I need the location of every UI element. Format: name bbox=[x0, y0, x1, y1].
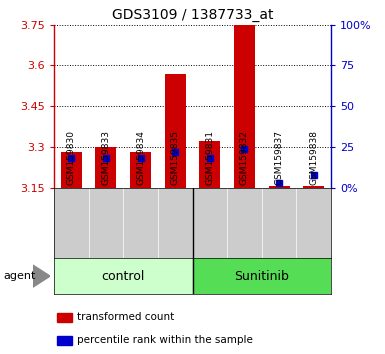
Bar bbox=[54, 258, 192, 294]
Title: GDS3109 / 1387733_at: GDS3109 / 1387733_at bbox=[112, 8, 273, 22]
Polygon shape bbox=[33, 265, 50, 287]
Bar bbox=[269, 186, 290, 188]
Bar bbox=[95, 147, 116, 188]
Bar bbox=[130, 152, 151, 188]
Text: percentile rank within the sample: percentile rank within the sample bbox=[77, 335, 253, 345]
Text: transformed count: transformed count bbox=[77, 312, 175, 322]
Text: control: control bbox=[102, 270, 145, 282]
Text: agent: agent bbox=[4, 271, 36, 281]
Bar bbox=[61, 152, 82, 188]
Bar bbox=[234, 25, 255, 188]
Bar bbox=[57, 313, 72, 322]
Text: Sunitinib: Sunitinib bbox=[234, 270, 289, 282]
Bar bbox=[165, 74, 186, 188]
Bar bbox=[199, 142, 220, 188]
Bar bbox=[192, 258, 331, 294]
Bar bbox=[57, 336, 72, 344]
Bar bbox=[303, 186, 324, 188]
